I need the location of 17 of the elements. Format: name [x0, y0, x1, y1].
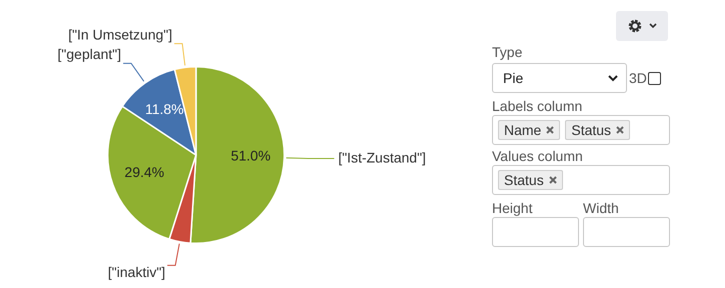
slice-label: ["inaktiv"]	[108, 264, 166, 280]
text: Pie	[503, 70, 524, 86]
text: Status	[565, 120, 630, 140]
data-label: 29.4%	[124, 164, 164, 180]
text: Status	[498, 170, 563, 190]
slice-label: ["geplant"]	[58, 46, 122, 62]
text: Width	[583, 199, 620, 217]
text: Values column	[492, 147, 584, 165]
text: Labels column	[492, 97, 584, 115]
text: Type	[492, 43, 524, 61]
text: 3D	[629, 70, 647, 86]
data-label: 51.0%	[230, 148, 271, 164]
text: Name	[498, 120, 560, 140]
slice-label: ["In Umsetzung"]	[68, 26, 172, 42]
slice-label: ["Ist-Zustand"]	[338, 149, 426, 166]
data-label: 11.8%	[145, 101, 184, 118]
text: Height	[492, 199, 534, 217]
